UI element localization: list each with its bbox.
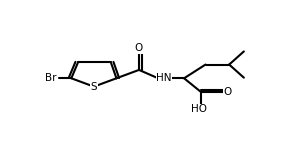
Text: HO: HO bbox=[191, 104, 207, 114]
Text: O: O bbox=[223, 87, 232, 97]
Text: O: O bbox=[135, 43, 143, 53]
Text: S: S bbox=[91, 82, 97, 92]
Text: HN: HN bbox=[156, 73, 172, 83]
Text: Br: Br bbox=[45, 73, 57, 83]
